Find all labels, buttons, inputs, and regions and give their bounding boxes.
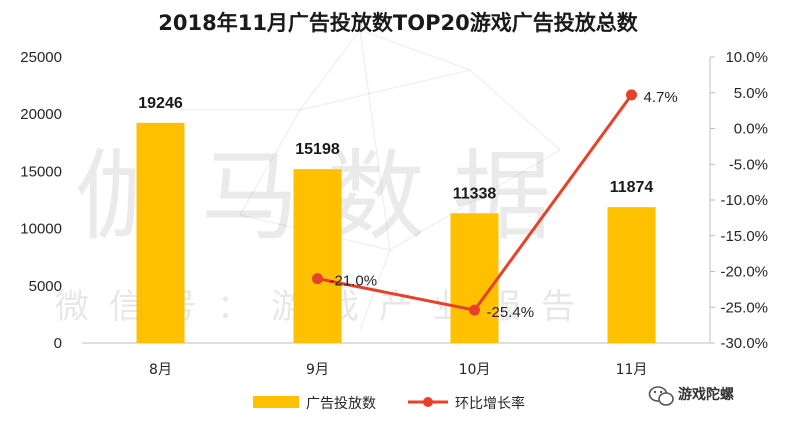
wechat-icon <box>648 386 674 406</box>
growth-rate-point <box>469 304 480 316</box>
legend-label-line: 环比增长率 <box>455 395 525 412</box>
y-left-tick-label: 20000 <box>20 106 62 123</box>
x-category-label: 9月 <box>306 362 329 378</box>
y-right-tick-label: -30.0% <box>720 335 768 352</box>
growth-rate-label: -21.0% <box>330 273 378 290</box>
bar-data-label: 19246 <box>138 95 183 112</box>
bar-data-label: 15198 <box>295 141 340 158</box>
bar <box>607 207 656 343</box>
y-left-tick-label: 5000 <box>29 278 62 295</box>
brand-badge: 游戏陀螺 <box>648 386 734 406</box>
y-right-tick-label: -25.0% <box>720 299 768 316</box>
y-right-tick-label: -10.0% <box>720 192 768 209</box>
chart-title: 2018年11月广告投放数TOP20游戏广告投放总数 <box>158 11 638 35</box>
y-left-tick-label: 25000 <box>20 49 62 66</box>
x-category-label: 8月 <box>149 362 172 378</box>
brand-name: 游戏陀螺 <box>678 386 734 403</box>
watermark-logo-lines <box>180 29 561 331</box>
x-axis-categories: 8月 9月 10月 11月 <box>149 362 647 378</box>
y-right-tick-label: -5.0% <box>729 156 768 173</box>
y-right-tick-label: 0.0% <box>734 121 768 138</box>
growth-rate-point <box>626 89 637 101</box>
bar-data-label: 11874 <box>610 179 654 196</box>
x-category-label: 10月 <box>459 362 491 378</box>
legend: 广告投放数 环比增长率 <box>253 395 525 412</box>
legend-swatch-bar <box>253 396 299 408</box>
right-axis: -30.0% -25.0% -20.0% -15.0% -10.0% -5.0% 0.0% 5… <box>710 49 768 352</box>
x-category-label: 11月 <box>616 362 648 378</box>
y-right-tick-label: -20.0% <box>720 264 768 281</box>
legend-swatch-marker <box>423 397 433 407</box>
growth-rate-label: -25.4% <box>487 304 535 321</box>
bar <box>136 122 185 343</box>
bar-data-label: 11338 <box>453 185 497 202</box>
y-left-tick-label: 10000 <box>20 221 62 238</box>
bar <box>450 213 499 343</box>
line-series: -21.0% -25.4% 4.7% <box>312 89 678 321</box>
bar-series: 19246 15198 11338 11874 <box>136 95 656 343</box>
bar <box>293 169 342 343</box>
y-right-tick-label: 10.0% <box>725 49 768 66</box>
y-left-tick-label: 15000 <box>20 163 62 180</box>
y-left-tick-label: 0 <box>54 335 62 352</box>
growth-rate-point <box>312 273 323 285</box>
legend-label-bar: 广告投放数 <box>306 396 376 412</box>
left-axis: 0 5000 10000 15000 20000 25000 <box>20 49 62 352</box>
y-right-tick-label: -15.0% <box>720 228 768 245</box>
y-right-tick-label: 5.0% <box>734 85 768 102</box>
growth-rate-label: 4.7% <box>644 89 678 106</box>
